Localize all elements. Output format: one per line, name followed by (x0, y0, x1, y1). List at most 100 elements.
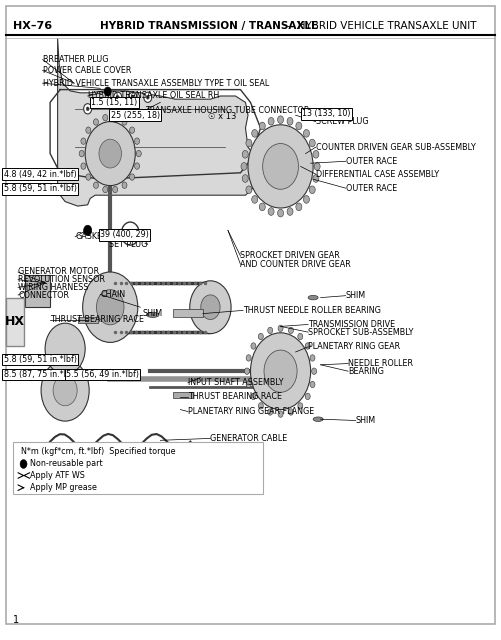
Circle shape (201, 295, 220, 319)
Text: GENERATOR MOTOR: GENERATOR MOTOR (18, 268, 99, 276)
Circle shape (314, 163, 320, 170)
Circle shape (114, 92, 122, 102)
Circle shape (259, 203, 266, 211)
Circle shape (104, 87, 111, 96)
Circle shape (99, 140, 121, 168)
Circle shape (278, 209, 284, 217)
Circle shape (146, 95, 149, 99)
Text: THRUST BEARING RACE: THRUST BEARING RACE (50, 316, 144, 324)
Bar (173, 392, 193, 398)
Circle shape (251, 393, 256, 399)
Text: PLANETARY RING GEAR FLANGE: PLANETARY RING GEAR FLANGE (188, 407, 314, 416)
Circle shape (96, 289, 124, 325)
Circle shape (84, 225, 92, 236)
Text: 25 (255, 18): 25 (255, 18) (111, 111, 160, 120)
Circle shape (305, 343, 310, 349)
Text: INPUT SHAFT ASSEMBLY: INPUT SHAFT ASSEMBLY (188, 378, 284, 387)
Bar (6, 298, 24, 346)
Circle shape (53, 375, 77, 406)
Circle shape (250, 333, 311, 410)
Text: BREATHER PLUG: BREATHER PLUG (43, 55, 108, 64)
Text: GASKET: GASKET (75, 232, 107, 241)
Text: TRANSAXLE HOUSING TUBE CONNECTOR: TRANSAXLE HOUSING TUBE CONNECTOR (145, 106, 310, 115)
Circle shape (122, 182, 127, 188)
Circle shape (260, 122, 266, 130)
Circle shape (268, 117, 274, 125)
Text: HX: HX (5, 316, 25, 328)
Circle shape (289, 327, 294, 333)
Text: GENERATOR CABLE: GENERATOR CABLE (210, 434, 288, 443)
Circle shape (144, 92, 152, 102)
Text: SHIM: SHIM (346, 291, 366, 300)
Circle shape (81, 163, 86, 169)
Circle shape (244, 368, 249, 374)
Text: WIRING HARNESS: WIRING HARNESS (18, 283, 89, 292)
Bar (13, 442, 263, 494)
Circle shape (246, 186, 252, 193)
Circle shape (83, 272, 138, 342)
Text: DIFFERENTIAL CASE ASSEMBLY: DIFFERENTIAL CASE ASSEMBLY (316, 170, 439, 179)
Circle shape (246, 381, 251, 388)
Text: TRANSMISSION DRIVE: TRANSMISSION DRIVE (308, 320, 395, 329)
Circle shape (309, 186, 315, 193)
Circle shape (309, 140, 315, 147)
Circle shape (135, 163, 140, 169)
Ellipse shape (147, 312, 159, 317)
Text: OUTER RACE: OUTER RACE (346, 157, 397, 166)
Circle shape (131, 95, 134, 99)
Text: Apply ATF WS: Apply ATF WS (30, 471, 85, 480)
Text: 5.5 (56, 49 in.*lbf): 5.5 (56, 49 in.*lbf) (66, 370, 139, 379)
Circle shape (296, 122, 302, 130)
Circle shape (121, 222, 139, 245)
Circle shape (312, 368, 317, 374)
Circle shape (296, 203, 302, 211)
Circle shape (86, 174, 91, 180)
Circle shape (122, 119, 127, 125)
Text: HYBRID TRANSAXLE OIL SEAL RH: HYBRID TRANSAXLE OIL SEAL RH (88, 92, 219, 100)
Bar (173, 309, 203, 317)
Circle shape (298, 403, 303, 409)
Text: POWER CABLE COVER: POWER CABLE COVER (43, 66, 131, 75)
Text: HX–76: HX–76 (13, 20, 52, 31)
Circle shape (264, 350, 297, 392)
Circle shape (20, 460, 27, 468)
Text: PLANETARY RING GEAR: PLANETARY RING GEAR (308, 342, 400, 351)
Text: CONNECTOR: CONNECTOR (18, 291, 69, 300)
Circle shape (242, 175, 248, 182)
Circle shape (130, 127, 135, 133)
Text: OUTER RACE: OUTER RACE (346, 184, 397, 193)
Circle shape (289, 409, 294, 415)
Circle shape (93, 119, 98, 125)
Circle shape (242, 150, 248, 158)
Text: COUNTER DRIVEN GEAR SUB-ASSEMBLY: COUNTER DRIVEN GEAR SUB-ASSEMBLY (316, 143, 475, 152)
Text: SPROCKET SUB-ASSEMBLY: SPROCKET SUB-ASSEMBLY (308, 328, 413, 337)
Text: 1: 1 (13, 614, 19, 625)
Text: Apply MP grease: Apply MP grease (30, 483, 97, 492)
Circle shape (86, 107, 89, 111)
Circle shape (129, 92, 137, 102)
Bar (25, 275, 50, 307)
Circle shape (113, 186, 118, 193)
Circle shape (287, 117, 293, 125)
Text: REVOLUTION SENSOR: REVOLUTION SENSOR (18, 275, 105, 284)
Text: THRUST BEARING RACE: THRUST BEARING RACE (188, 392, 282, 401)
Text: NEEDLE ROLLER: NEEDLE ROLLER (348, 359, 413, 368)
Text: 1.5 (15, 11): 1.5 (15, 11) (91, 98, 137, 107)
Circle shape (81, 138, 86, 145)
Bar (78, 317, 98, 323)
Circle shape (278, 325, 283, 332)
Circle shape (310, 355, 315, 361)
Text: ☉ x 13: ☉ x 13 (208, 112, 236, 121)
Text: 39 (400, 29): 39 (400, 29) (100, 230, 149, 239)
Ellipse shape (308, 295, 318, 300)
Circle shape (135, 138, 140, 145)
Text: SHIM: SHIM (143, 309, 163, 318)
Circle shape (251, 343, 256, 349)
Text: SCREW PLUG: SCREW PLUG (316, 117, 368, 126)
Text: HYBRID VEHICLE TRANSAXLE ASSEMBLY TYPE T OIL SEAL: HYBRID VEHICLE TRANSAXLE ASSEMBLY TYPE T… (43, 79, 269, 88)
Text: BEARING: BEARING (348, 367, 384, 376)
Text: N*m (kgf*cm, ft.*lbf)  Specified torque: N*m (kgf*cm, ft.*lbf) Specified torque (21, 447, 175, 456)
Circle shape (252, 196, 258, 204)
Text: HYBRID TRANSMISSION / TRANSAXLE: HYBRID TRANSMISSION / TRANSAXLE (100, 20, 318, 31)
Circle shape (278, 411, 283, 417)
